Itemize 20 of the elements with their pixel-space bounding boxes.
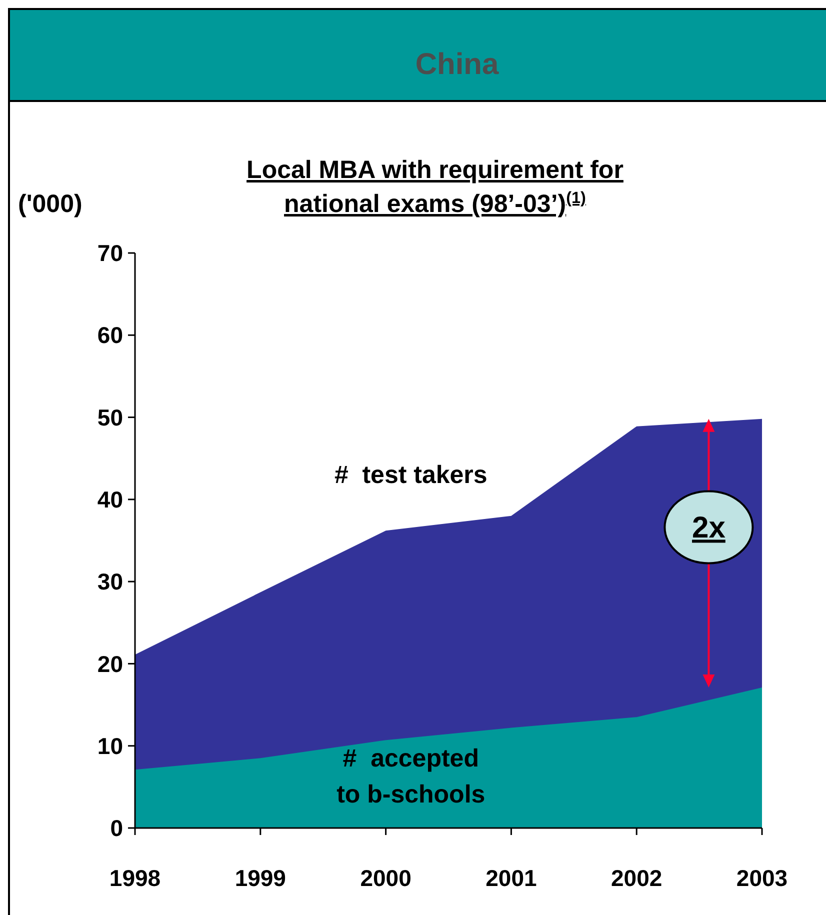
y-tick-label: 0 — [110, 815, 123, 842]
y-tick-label: 40 — [97, 486, 123, 512]
y-tick-label: 30 — [97, 568, 123, 595]
x-tick-label: 2003 — [736, 865, 788, 891]
chart-subtitle: Local MBA with requirement for national exams (98’-03’)$^{(1)}$ — [246, 156, 624, 218]
y-tick-label: 20 — [97, 650, 123, 677]
y-tick-label: 60 — [97, 322, 123, 348]
x-tick-label: 2001 — [486, 865, 537, 891]
series-label: # test takers — [334, 461, 488, 489]
x-tick-label: 1999 — [234, 865, 286, 891]
x-tick-label: 1998 — [109, 865, 161, 891]
y-tick-label: 50 — [97, 404, 123, 430]
series-label: # accepted to b-schools — [336, 744, 486, 808]
chart-title: China — [415, 48, 499, 81]
x-tick-label: 2002 — [611, 865, 662, 891]
y-tick-label: 10 — [97, 732, 123, 759]
annotation: 2x — [692, 512, 726, 545]
x-tick-label: 2000 — [360, 865, 412, 891]
y-tick-label: 70 — [97, 240, 123, 266]
y-axis-title: ('000) — [18, 190, 82, 218]
